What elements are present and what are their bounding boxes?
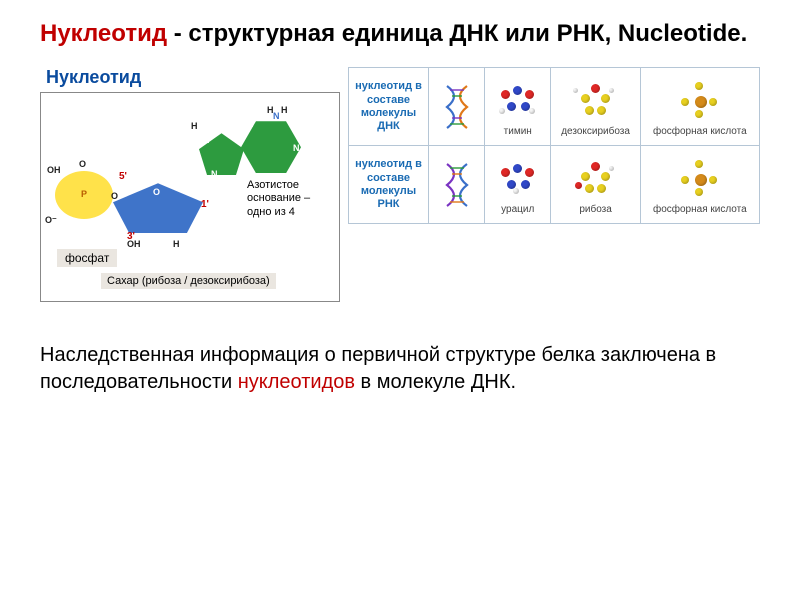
helix-cell [429,68,485,146]
component-caption: рибоза [553,204,637,215]
component-cell: фосфорная кислота [640,68,759,146]
molecule-icon [493,158,543,198]
row-label: нуклеотид в составе молекулы ДНК [349,68,429,146]
footer-text: Наследственная информация о первичной ст… [40,342,760,396]
component-caption: фосфорная кислота [643,126,757,137]
table-row: нуклеотид в составе молекулы ДНК тиминде… [349,68,760,146]
title-rest: - структурная единица ДНК или РНК, Nucle… [167,20,747,47]
base-group: H H N N N N N N H [191,113,301,183]
component-cell: рибоза [551,146,640,224]
component-cell: тимин [485,68,551,146]
title-highlight: Нуклеотид [40,20,167,47]
base-shape [191,113,301,183]
molecule-icon [675,80,725,120]
helix-icon [443,162,471,208]
component-caption: дезоксирибоза [553,126,637,137]
component-caption: урацил [487,204,548,215]
footer-post: в молекуле ДНК. [355,371,516,393]
slide-root: Нуклеотид - структурная единица ДНК или … [0,0,800,416]
helix-icon [443,84,471,130]
component-table: нуклеотид в составе молекулы ДНК тиминде… [348,67,760,224]
component-cell: урацил [485,146,551,224]
sugar-group: O 5' 3' 1' OH H [113,183,203,233]
content-row: Нуклеотид H H N N N N N N H [40,67,760,302]
component-cell: фосфорная кислота [640,146,759,224]
table-row: нуклеотид в составе молекулы РНК урацилр… [349,146,760,224]
diagram-header: Нуклеотид [40,67,340,88]
component-caption: фосфорная кислота [643,204,757,215]
sugar-label: Сахар (рибоза / дезоксирибоза) [101,273,276,289]
footer-hl: нуклеотидов [238,371,355,393]
molecule-icon [493,80,543,120]
component-cell: дезоксирибоза [551,68,640,146]
slide-title: Нуклеотид - структурная единица ДНК или … [40,18,760,49]
phosphate-label: фосфат [57,249,117,267]
base-label: Азотистое основание – одно из 4 [247,179,333,219]
component-caption: тимин [487,126,548,137]
helix-cell [429,146,485,224]
phosphate-group: P OH O O⁻ O [55,171,113,219]
molecule-icon [571,158,621,198]
nucleotide-diagram-panel: Нуклеотид H H N N N N N N H [40,67,340,302]
molecule-icon [571,80,621,120]
component-table-panel: нуклеотид в составе молекулы ДНК тиминде… [348,67,760,224]
molecule-diagram: H H N N N N N N H P OH O O⁻ O [40,92,340,302]
molecule-icon [675,158,725,198]
row-label: нуклеотид в составе молекулы РНК [349,146,429,224]
